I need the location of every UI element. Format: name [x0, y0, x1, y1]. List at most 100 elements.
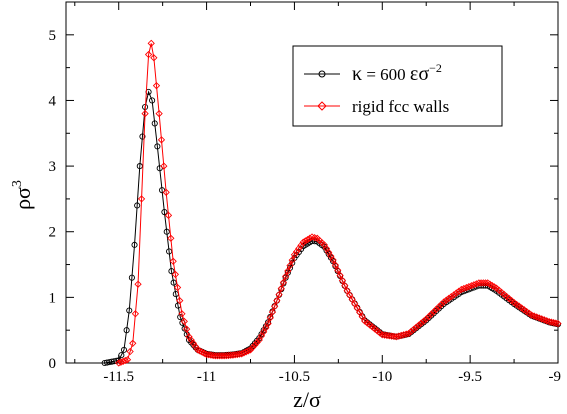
legend-entry-rigid: rigid fcc walls [304, 97, 449, 116]
series-layer [101, 39, 562, 367]
data-point-diamond [383, 331, 391, 340]
data-point-diamond [310, 233, 319, 242]
data-point-diamond [447, 292, 455, 301]
legend-superscript: −2 [429, 61, 442, 75]
y-tick-label: 1 [49, 290, 57, 306]
data-point-diamond [437, 300, 445, 309]
data-point-diamond [417, 319, 425, 327]
data-point-circle [170, 279, 177, 286]
data-point-diamond [253, 338, 261, 347]
data-point-diamond [173, 283, 182, 292]
data-point-diamond [268, 308, 277, 316]
data-point-circle [128, 274, 135, 281]
data-point-diamond [378, 331, 386, 339]
data-point-diamond [178, 310, 186, 318]
legend-marker-circle [318, 70, 326, 78]
data-point-diamond [157, 136, 166, 144]
data-point-diamond [205, 351, 213, 359]
legend-kappa-value: = 600 [362, 65, 410, 84]
data-point-diamond [430, 308, 438, 316]
data-point-diamond [462, 283, 471, 292]
data-point-diamond [351, 300, 359, 308]
legend-kappa-symbol: κ [352, 63, 362, 85]
data-point-diamond [290, 251, 299, 259]
legend-label-kappa: κ = 600 εσ−2 [352, 61, 442, 85]
data-point-diamond [134, 280, 142, 288]
data-point-diamond [123, 356, 132, 364]
y-tick-label: 4 [49, 93, 57, 109]
data-point-diamond [457, 285, 465, 294]
data-point-diamond [246, 346, 255, 354]
data-point-circle [139, 133, 146, 140]
data-point-diamond [299, 238, 307, 246]
data-point-diamond [271, 302, 279, 311]
x-tick-label: -11 [197, 369, 216, 385]
data-point-diamond [410, 325, 418, 333]
data-point-circle [156, 165, 163, 172]
data-point-diamond [554, 319, 562, 328]
data-point-diamond [169, 257, 177, 265]
data-point-diamond [144, 50, 153, 59]
data-point-diamond [209, 351, 217, 360]
y-axis-title-superscript: 3 [10, 180, 25, 187]
data-point-circle [151, 120, 158, 127]
data-point-circle [163, 228, 170, 235]
data-point-diamond [460, 284, 468, 293]
data-point-diamond [286, 261, 294, 270]
data-point-diamond [180, 317, 188, 326]
data-point-diamond [126, 347, 134, 356]
data-point-diamond [164, 211, 173, 219]
data-point-circle [159, 187, 166, 194]
data-point-diamond [171, 270, 180, 279]
x-tick-label: -9.5 [458, 369, 482, 385]
data-point-diamond [334, 266, 342, 274]
data-point-diamond [388, 332, 396, 340]
data-point-diamond [440, 298, 448, 306]
data-point-diamond [121, 356, 129, 365]
data-point-diamond [549, 318, 558, 327]
data-point-diamond [348, 295, 356, 304]
data-point-diamond [200, 349, 209, 357]
data-point-diamond [547, 318, 556, 326]
y-tick-label: 0 [49, 356, 57, 372]
data-point-diamond [452, 289, 460, 297]
legend-box [292, 45, 503, 127]
data-point-circle [332, 263, 339, 270]
data-point-diamond [150, 54, 158, 62]
data-point-diamond [329, 256, 337, 264]
data-point-diamond [380, 331, 389, 339]
data-point-circle [181, 325, 188, 332]
data-point-diamond [420, 317, 428, 325]
data-point-diamond [277, 284, 285, 293]
data-point-diamond [415, 321, 423, 329]
data-point-diamond [141, 109, 149, 118]
legend-sigma: σ [418, 63, 429, 85]
data-point-diamond [346, 291, 354, 299]
data-point-diamond [442, 296, 450, 304]
data-point-circle [123, 327, 130, 334]
data-point-diamond [331, 261, 340, 269]
data-point-diamond [356, 308, 364, 317]
legend: κ = 600 εσ−2 rigid fcc walls [292, 45, 503, 127]
data-point-diamond [358, 313, 366, 321]
data-point-diamond [129, 339, 137, 347]
data-point-circle [149, 97, 156, 104]
data-point-diamond [405, 329, 413, 338]
data-point-diamond [176, 297, 184, 305]
series-circle [101, 88, 562, 367]
data-point-diamond [155, 109, 163, 118]
data-point-diamond [341, 282, 349, 290]
data-point-diamond [275, 290, 283, 299]
data-point-diamond [445, 294, 453, 303]
data-point-diamond [407, 327, 415, 336]
data-point-circle [126, 307, 133, 314]
x-tick-label: -10 [372, 369, 392, 385]
data-point-diamond [279, 278, 288, 287]
x-tick-label: -11.5 [103, 369, 134, 385]
legend-epsilon: ε [410, 63, 418, 85]
plot-frame [65, 1, 559, 364]
data-point-diamond [160, 162, 168, 170]
data-point-diamond [147, 39, 155, 47]
data-point-diamond [194, 346, 202, 354]
